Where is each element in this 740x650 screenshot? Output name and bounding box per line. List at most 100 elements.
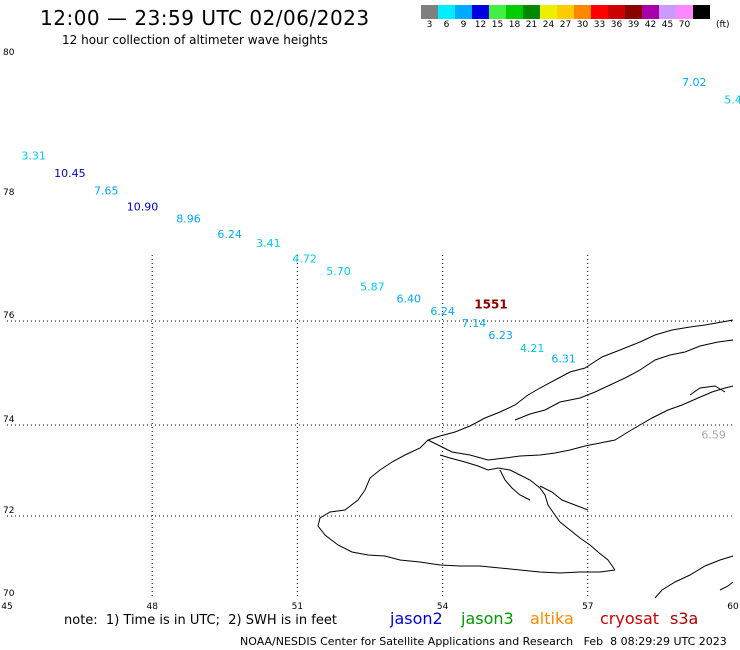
- lon-tick-label: 60: [727, 602, 739, 612]
- coastline-segment: [689, 385, 726, 396]
- scale-swatch: [676, 5, 693, 19]
- scale-bin: 36: [608, 5, 625, 30]
- scale-unit: (ft): [716, 20, 730, 30]
- lat-tick-label: 72: [3, 506, 14, 516]
- scale-label: 27: [559, 20, 572, 30]
- scale-swatch: [659, 5, 676, 19]
- lat-tick-label: 78: [3, 188, 15, 198]
- track-time-label: 1551: [474, 298, 507, 312]
- wave-height-label: 10.90: [127, 200, 159, 213]
- lon-tick-label: 57: [582, 602, 593, 612]
- scale-label: 39: [627, 20, 640, 30]
- scale-swatch: [642, 5, 659, 19]
- wave-height-label: 6.59: [701, 429, 726, 442]
- wave-height-label: 4.72: [292, 253, 317, 266]
- wave-height-label: 7.65: [94, 185, 119, 198]
- lat-tick-label: 74: [3, 415, 15, 425]
- scale-swatch: [574, 5, 591, 19]
- satellite-altika: altika: [530, 609, 574, 628]
- wave-height-label: 8.96: [176, 213, 201, 226]
- lat-tick-label: 80: [3, 48, 15, 58]
- scale-swatch: [455, 5, 472, 19]
- scale-bin: 42: [642, 5, 659, 30]
- coastline-segment: [719, 581, 734, 591]
- scale-label: 42: [644, 20, 657, 30]
- wave-height-label: 6.40: [396, 293, 421, 306]
- wave-height-label: 10.45: [54, 167, 86, 180]
- scale-bin: [693, 5, 710, 30]
- wave-height-label: 7.14: [462, 317, 487, 330]
- scale-bin: 15: [489, 5, 506, 30]
- coastline-segment: [654, 555, 734, 599]
- scale-label: 15: [491, 20, 504, 30]
- scale-swatch: [557, 5, 574, 19]
- scale-bin: 39: [625, 5, 642, 30]
- scale-label: 30: [576, 20, 589, 30]
- satellite-cryosat: cryosat: [600, 609, 660, 628]
- scale-bin: 70: [676, 5, 693, 30]
- scale-swatch: [438, 5, 455, 19]
- map-subtitle: 12 hour collection of altimeter wave hei…: [62, 33, 328, 47]
- scale-bin: 45: [659, 5, 676, 30]
- lon-tick-label: 48: [146, 602, 158, 612]
- scale-label: 9: [460, 20, 467, 30]
- wave-height-label: 5.4: [724, 94, 740, 107]
- wave-height-label: 6.24: [217, 228, 242, 241]
- coastline-segment: [514, 339, 734, 421]
- lat-tick-label: 76: [3, 311, 15, 321]
- coastline-segment: [499, 469, 531, 501]
- scale-swatch: [540, 5, 557, 19]
- lon-tick-label: 54: [437, 602, 449, 612]
- scale-swatch: [591, 5, 608, 19]
- lon-tick-label: 45: [1, 602, 12, 612]
- scale-label: 24: [542, 20, 555, 30]
- observation-labels: 7.02 5.4 3.31 10.45 7.65 10.90 8.96 6.24 3.41 4.7…: [21, 76, 740, 442]
- coastline-segment: [317, 439, 616, 574]
- scale-bin: 12: [472, 5, 489, 30]
- scale-swatch: [693, 5, 710, 19]
- scale-swatch: [506, 5, 523, 19]
- scale-bin: 33: [591, 5, 608, 30]
- satellite-s3a: s3a: [670, 609, 699, 628]
- scale-bin: 30: [574, 5, 591, 30]
- scale-swatch: [625, 5, 642, 19]
- coastline-segment: [439, 454, 616, 571]
- satellite-jason3: jason3: [461, 609, 514, 628]
- wave-height-label: 5.70: [326, 265, 351, 278]
- wave-height-label: 7.02: [682, 76, 707, 89]
- scale-bin: 21: [523, 5, 540, 30]
- scale-label: 45: [661, 20, 674, 30]
- wave-height-label: 6.23: [488, 329, 513, 342]
- coastline-segment: [427, 319, 734, 441]
- scale-label: 3: [426, 20, 433, 30]
- scale-bin: 24: [540, 5, 557, 30]
- wave-height-label: 5.87: [360, 280, 385, 293]
- scale-bin: 3: [421, 5, 438, 30]
- scale-label: 6: [443, 20, 450, 30]
- map-grid: [7, 255, 733, 598]
- scale-label: 18: [508, 20, 521, 30]
- wave-height-label: 3.41: [256, 237, 281, 250]
- scale-bin: 18: [506, 5, 523, 30]
- scale-bin: 6: [438, 5, 455, 30]
- lat-tick-label: 70: [3, 589, 15, 599]
- scale-bin: 9: [455, 5, 472, 30]
- map-title: 12:00 — 23:59 UTC 02/06/2023: [40, 6, 370, 30]
- wave-height-label: 3.31: [21, 150, 46, 163]
- scale-label: 70: [678, 20, 691, 30]
- coastline: [317, 319, 734, 599]
- scale-swatch: [608, 5, 625, 19]
- satellite-jason2: jason2: [390, 609, 443, 628]
- lon-tick-label: 51: [292, 602, 303, 612]
- color-scale-legend: 3 6 9 12 15 18 21 24 27 30 33 36 39 42 45 70: [421, 5, 710, 30]
- scale-label: 33: [593, 20, 606, 30]
- coastline-segment: [539, 485, 589, 511]
- scale-swatch: [523, 5, 540, 19]
- scale-swatch: [472, 5, 489, 19]
- scale-label: 36: [610, 20, 623, 30]
- scale-swatch: [421, 5, 438, 19]
- coastline-segment: [427, 385, 734, 461]
- scale-label: 12: [474, 20, 487, 30]
- wave-height-label: 4.21: [520, 342, 545, 355]
